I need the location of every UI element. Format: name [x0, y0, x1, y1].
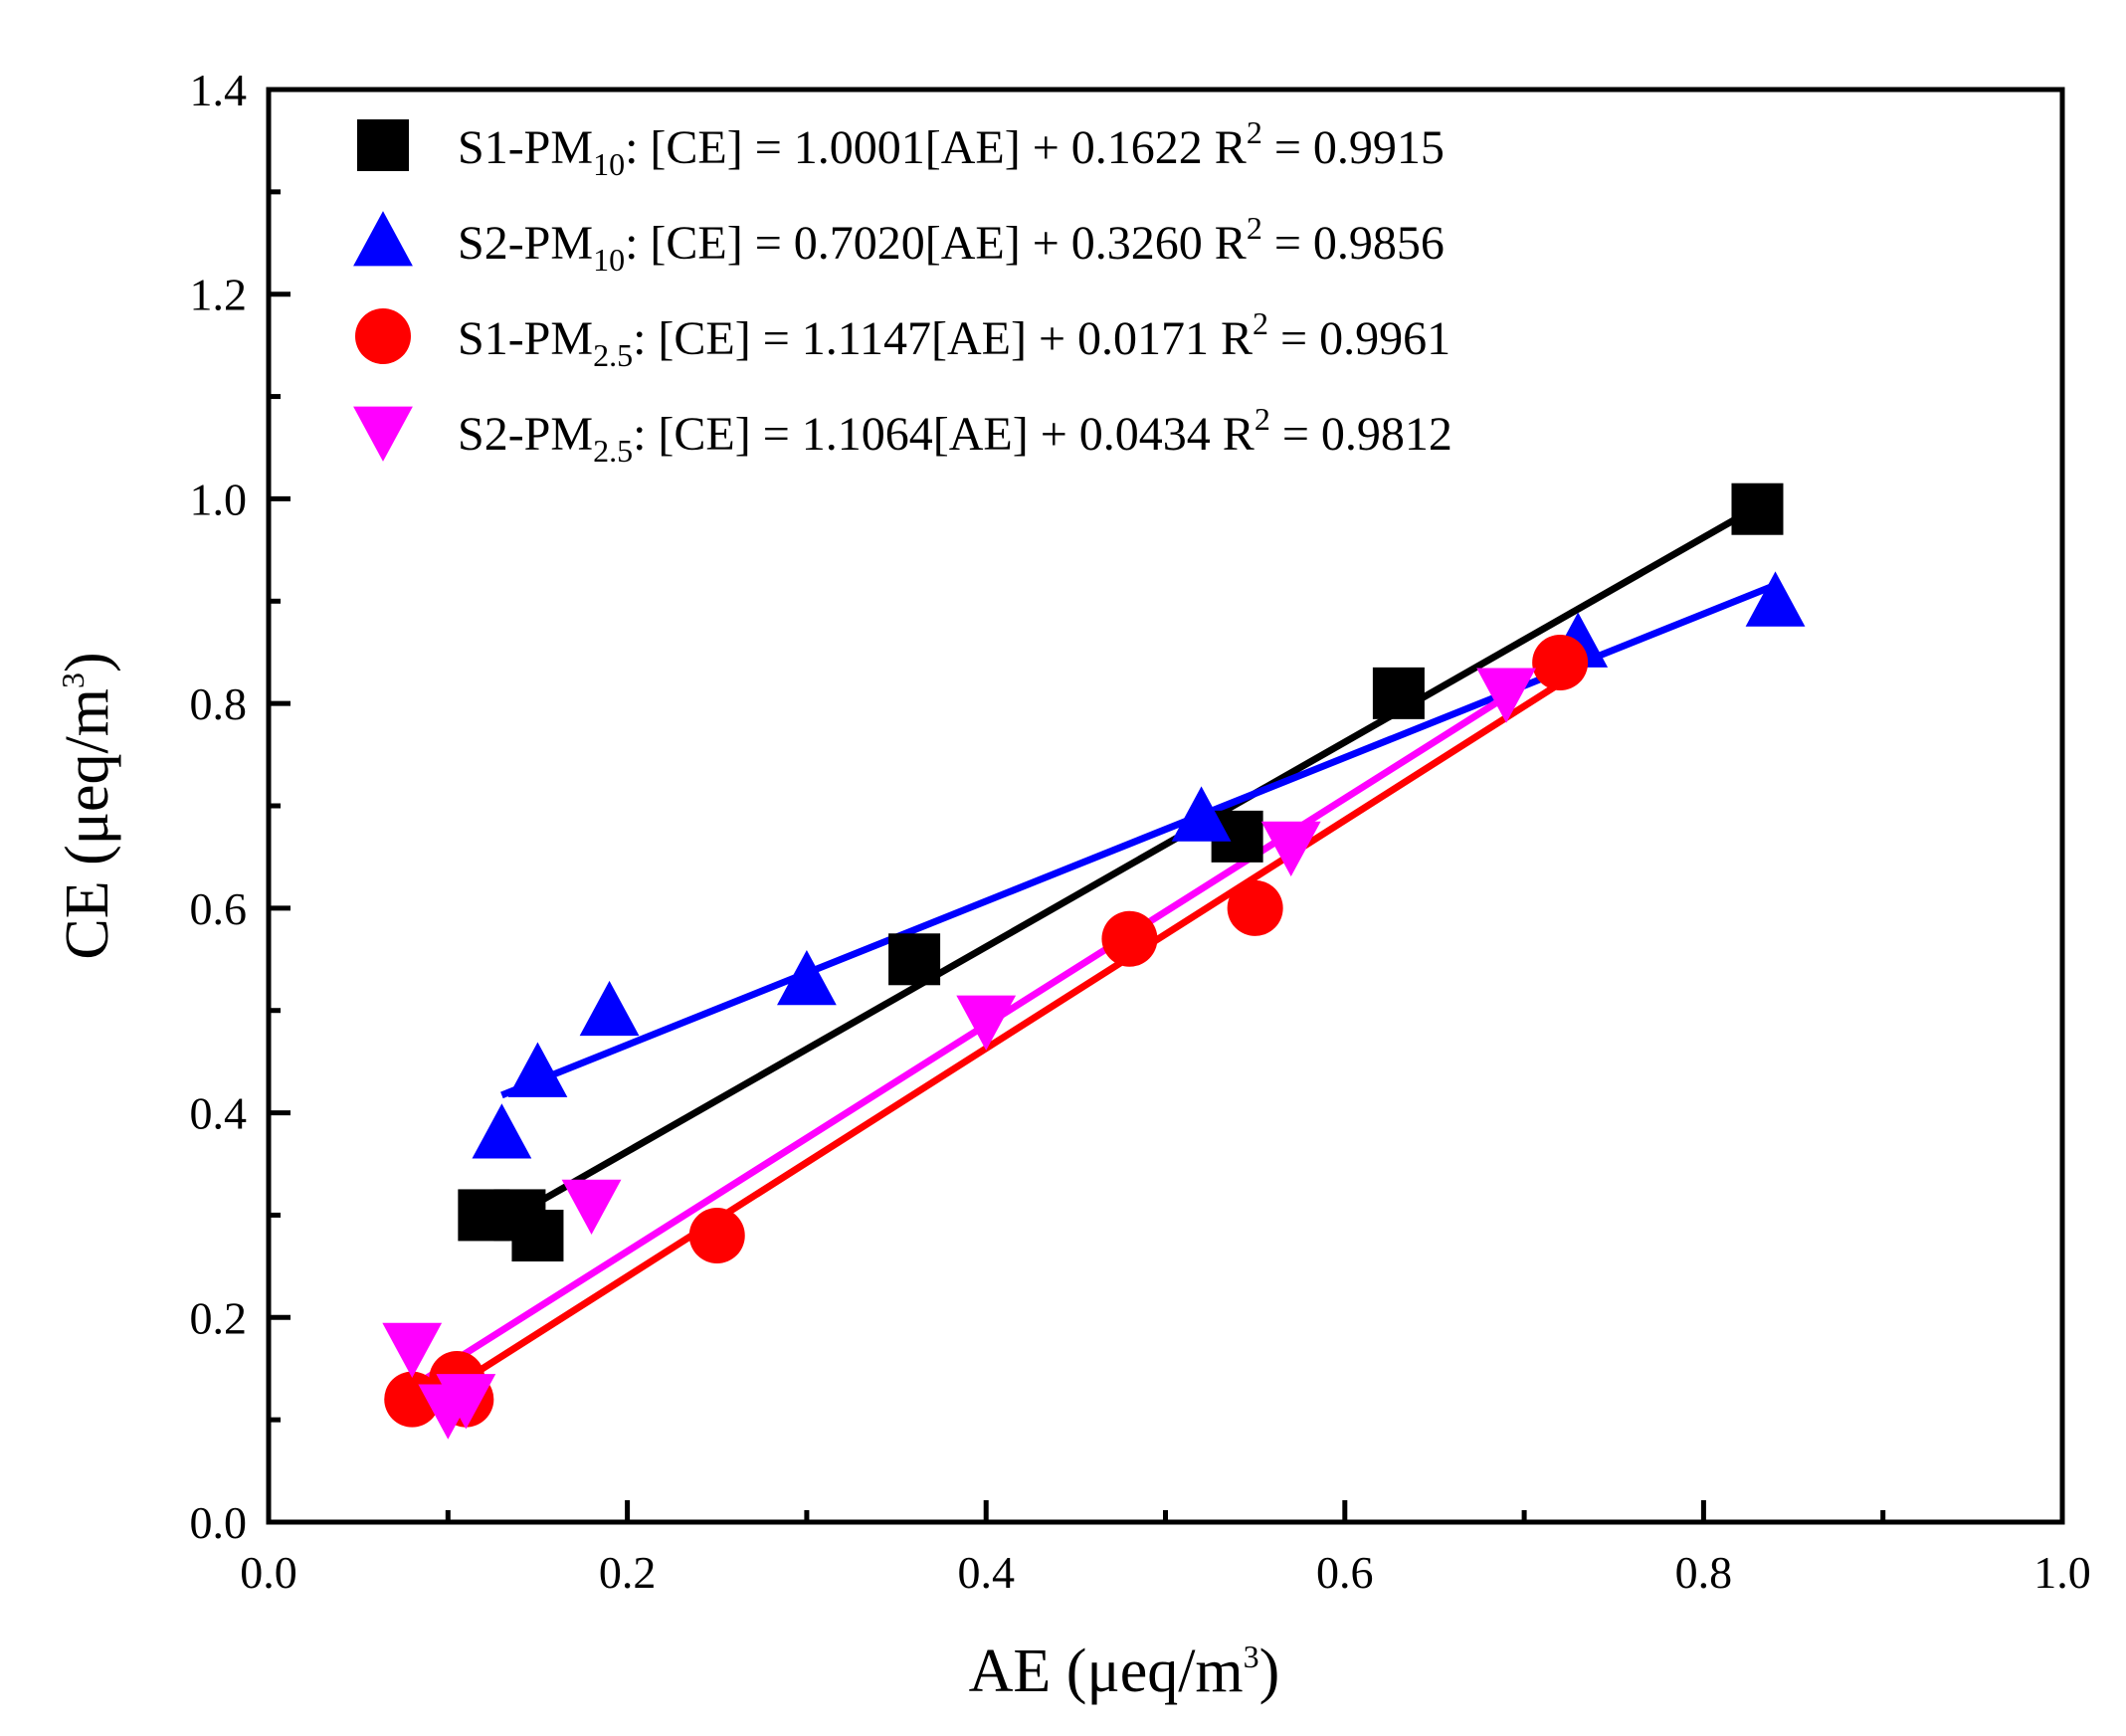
legend-label: S2-PM10: [CE] = 0.7020[AE] + 0.3260 R2 =…	[458, 210, 1445, 278]
x-tick-label: 0.0	[240, 1547, 297, 1598]
point-s1-pm25	[1227, 879, 1283, 936]
x-tick-label: 0.8	[1675, 1547, 1733, 1598]
point-s2-pm25	[956, 995, 1017, 1051]
y-axis-title: CE (μeq/m3)	[54, 652, 121, 959]
y-tick-label: 1.2	[190, 270, 248, 320]
point-s2-pm25	[561, 1179, 622, 1236]
legend: S1-PM10: [CE] = 1.0001[AE] + 0.1622 R2 =…	[353, 114, 1452, 469]
point-s2-pm25	[382, 1322, 443, 1379]
y-tick-label: 1.0	[190, 474, 248, 524]
x-axis-title: AE (μeq/m3)	[969, 1638, 1280, 1705]
point-s2-pm10	[579, 980, 640, 1037]
point-s2-pm10	[1745, 571, 1806, 627]
legend-label: S1-PM2.5: [CE] = 1.1147[AE] + 0.0171 R2 …	[458, 305, 1450, 373]
x-tick-label: 0.2	[599, 1547, 657, 1598]
y-tick-label: 0.4	[190, 1088, 248, 1139]
x-tick-labels: 0.0 0.2 0.4 0.6 0.8 1.0	[240, 1547, 2091, 1598]
point-s1-pm25	[688, 1208, 745, 1263]
y-tick-label: 1.4	[190, 65, 248, 115]
point-s2-pm25	[1476, 668, 1536, 723]
point-s2-pm10	[472, 1103, 532, 1159]
legend-marker-s2-pm25	[353, 406, 413, 462]
x-tick-label: 1.0	[2033, 1547, 2091, 1598]
y-tick-label: 0.2	[190, 1292, 248, 1343]
fit-line-s1-pm10	[482, 503, 1760, 1237]
point-s1-pm25	[1101, 910, 1158, 967]
legend-marker-s1-pm10	[357, 119, 409, 171]
point-s2-pm25	[1260, 821, 1321, 877]
legend-marker-s2-pm10	[353, 211, 413, 267]
legend-marker-s1-pm25	[355, 308, 411, 364]
axis-ticks	[266, 87, 2065, 1525]
point-s2-pm10	[507, 1042, 568, 1097]
point-s1-pm10	[1731, 482, 1784, 535]
point-s2-pm25	[436, 1374, 496, 1430]
point-s1-pm10	[888, 933, 941, 986]
point-s2-pm10	[777, 949, 837, 1006]
y-tick-label: 0.0	[190, 1497, 248, 1548]
point-s1-pm10	[511, 1210, 564, 1261]
y-tick-label: 0.6	[190, 883, 248, 934]
y-tick-label: 0.8	[190, 678, 248, 729]
y-tick-labels: 0.0 0.2 0.4 0.6 0.8 1.0 1.2 1.4	[190, 65, 248, 1548]
point-s2-pm10	[1171, 786, 1232, 842]
legend-label: S1-PM10: [CE] = 1.0001[AE] + 0.1622 R2 =…	[458, 114, 1445, 182]
data-points	[382, 482, 1806, 1440]
point-s1-pm10	[1372, 667, 1425, 719]
x-tick-label: 0.4	[957, 1547, 1015, 1598]
legend-label: S2-PM2.5: [CE] = 1.1064[AE] + 0.0434 R2 …	[458, 401, 1452, 469]
x-tick-label: 0.6	[1316, 1547, 1374, 1598]
fit-line-s2-pm25	[410, 693, 1508, 1391]
point-s1-pm25	[1532, 635, 1589, 690]
